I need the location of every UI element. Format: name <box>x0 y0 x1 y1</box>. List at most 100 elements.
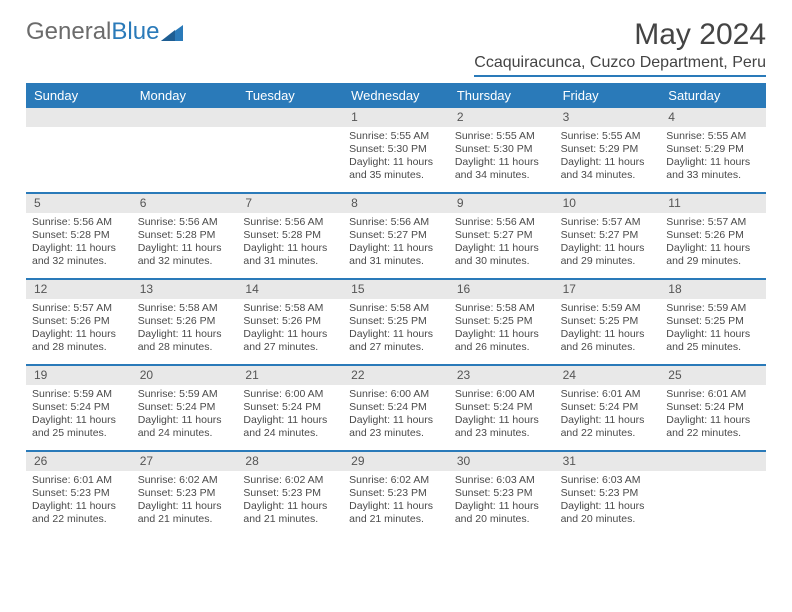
sunrise-text: Sunrise: 6:02 AM <box>243 474 337 487</box>
day-number: 10 <box>555 194 661 213</box>
dow-cell: Wednesday <box>343 83 449 108</box>
day-number: 16 <box>449 280 555 299</box>
day-cell: 27Sunrise: 6:02 AMSunset: 5:23 PMDayligh… <box>132 452 238 538</box>
day-number: 2 <box>449 108 555 127</box>
dl2-text: and 26 minutes. <box>561 341 655 354</box>
dl1-text: Daylight: 11 hours <box>666 156 760 169</box>
day-number: 13 <box>132 280 238 299</box>
dl2-text: and 22 minutes. <box>32 513 126 526</box>
dl1-text: Daylight: 11 hours <box>561 328 655 341</box>
day-cell: 28Sunrise: 6:02 AMSunset: 5:23 PMDayligh… <box>237 452 343 538</box>
dl1-text: Daylight: 11 hours <box>138 414 232 427</box>
day-number: 24 <box>555 366 661 385</box>
day-cell: 16Sunrise: 5:58 AMSunset: 5:25 PMDayligh… <box>449 280 555 364</box>
sunset-text: Sunset: 5:30 PM <box>455 143 549 156</box>
dl1-text: Daylight: 11 hours <box>561 156 655 169</box>
sunrise-text: Sunrise: 5:56 AM <box>455 216 549 229</box>
day-number <box>26 108 132 127</box>
sunrise-text: Sunrise: 6:01 AM <box>561 388 655 401</box>
dl1-text: Daylight: 11 hours <box>455 328 549 341</box>
day-number: 30 <box>449 452 555 471</box>
day-number: 22 <box>343 366 449 385</box>
dl2-text: and 27 minutes. <box>243 341 337 354</box>
sunset-text: Sunset: 5:24 PM <box>349 401 443 414</box>
day-number: 17 <box>555 280 661 299</box>
day-cell: 6Sunrise: 5:56 AMSunset: 5:28 PMDaylight… <box>132 194 238 278</box>
sunset-text: Sunset: 5:26 PM <box>138 315 232 328</box>
logo-text-gray: General <box>26 18 111 46</box>
day-cell: 26Sunrise: 6:01 AMSunset: 5:23 PMDayligh… <box>26 452 132 538</box>
dl2-text: and 31 minutes. <box>243 255 337 268</box>
day-cell <box>660 452 766 538</box>
dl1-text: Daylight: 11 hours <box>561 414 655 427</box>
day-number <box>237 108 343 127</box>
dl2-text: and 28 minutes. <box>32 341 126 354</box>
day-cell: 9Sunrise: 5:56 AMSunset: 5:27 PMDaylight… <box>449 194 555 278</box>
sunset-text: Sunset: 5:24 PM <box>666 401 760 414</box>
sunset-text: Sunset: 5:24 PM <box>243 401 337 414</box>
dl2-text: and 20 minutes. <box>561 513 655 526</box>
day-number: 7 <box>237 194 343 213</box>
sunrise-text: Sunrise: 5:59 AM <box>138 388 232 401</box>
dl1-text: Daylight: 11 hours <box>349 328 443 341</box>
dl2-text: and 29 minutes. <box>561 255 655 268</box>
day-number: 23 <box>449 366 555 385</box>
dl2-text: and 23 minutes. <box>455 427 549 440</box>
sunset-text: Sunset: 5:23 PM <box>32 487 126 500</box>
day-cell: 19Sunrise: 5:59 AMSunset: 5:24 PMDayligh… <box>26 366 132 450</box>
week-row: 5Sunrise: 5:56 AMSunset: 5:28 PMDaylight… <box>26 194 766 280</box>
dl1-text: Daylight: 11 hours <box>349 500 443 513</box>
dl2-text: and 23 minutes. <box>349 427 443 440</box>
sunrise-text: Sunrise: 5:55 AM <box>666 130 760 143</box>
day-cell: 13Sunrise: 5:58 AMSunset: 5:26 PMDayligh… <box>132 280 238 364</box>
dl1-text: Daylight: 11 hours <box>32 242 126 255</box>
dl1-text: Daylight: 11 hours <box>349 156 443 169</box>
dl1-text: Daylight: 11 hours <box>666 328 760 341</box>
sunset-text: Sunset: 5:27 PM <box>349 229 443 242</box>
sunset-text: Sunset: 5:28 PM <box>138 229 232 242</box>
day-number: 3 <box>555 108 661 127</box>
day-number <box>132 108 238 127</box>
sunrise-text: Sunrise: 6:02 AM <box>138 474 232 487</box>
sunrise-text: Sunrise: 5:59 AM <box>32 388 126 401</box>
sunrise-text: Sunrise: 5:58 AM <box>243 302 337 315</box>
dow-cell: Friday <box>555 83 661 108</box>
dl1-text: Daylight: 11 hours <box>455 414 549 427</box>
sunrise-text: Sunrise: 5:57 AM <box>561 216 655 229</box>
month-title: May 2024 <box>474 18 766 52</box>
dl2-text: and 32 minutes. <box>32 255 126 268</box>
sunrise-text: Sunrise: 5:58 AM <box>349 302 443 315</box>
dl2-text: and 25 minutes. <box>666 341 760 354</box>
dl1-text: Daylight: 11 hours <box>561 500 655 513</box>
dl1-text: Daylight: 11 hours <box>243 242 337 255</box>
dl1-text: Daylight: 11 hours <box>243 500 337 513</box>
week-row: 19Sunrise: 5:59 AMSunset: 5:24 PMDayligh… <box>26 366 766 452</box>
dl2-text: and 31 minutes. <box>349 255 443 268</box>
day-cell: 31Sunrise: 6:03 AMSunset: 5:23 PMDayligh… <box>555 452 661 538</box>
logo-text-blue: Blue <box>111 18 159 46</box>
sunset-text: Sunset: 5:27 PM <box>561 229 655 242</box>
dl1-text: Daylight: 11 hours <box>243 414 337 427</box>
sunrise-text: Sunrise: 5:55 AM <box>455 130 549 143</box>
dl2-text: and 21 minutes. <box>243 513 337 526</box>
sunset-text: Sunset: 5:26 PM <box>32 315 126 328</box>
dow-cell: Tuesday <box>237 83 343 108</box>
day-cell: 17Sunrise: 5:59 AMSunset: 5:25 PMDayligh… <box>555 280 661 364</box>
dl1-text: Daylight: 11 hours <box>138 500 232 513</box>
day-number: 12 <box>26 280 132 299</box>
day-cell: 21Sunrise: 6:00 AMSunset: 5:24 PMDayligh… <box>237 366 343 450</box>
day-number: 28 <box>237 452 343 471</box>
dl2-text: and 21 minutes. <box>349 513 443 526</box>
day-number: 20 <box>132 366 238 385</box>
sunset-text: Sunset: 5:24 PM <box>561 401 655 414</box>
sunset-text: Sunset: 5:25 PM <box>349 315 443 328</box>
sunrise-text: Sunrise: 6:03 AM <box>561 474 655 487</box>
sunrise-text: Sunrise: 6:01 AM <box>32 474 126 487</box>
day-cell: 4Sunrise: 5:55 AMSunset: 5:29 PMDaylight… <box>660 108 766 192</box>
dl1-text: Daylight: 11 hours <box>455 500 549 513</box>
sunset-text: Sunset: 5:25 PM <box>455 315 549 328</box>
sunset-text: Sunset: 5:26 PM <box>666 229 760 242</box>
dow-cell: Saturday <box>660 83 766 108</box>
dl2-text: and 27 minutes. <box>349 341 443 354</box>
sunset-text: Sunset: 5:30 PM <box>349 143 443 156</box>
